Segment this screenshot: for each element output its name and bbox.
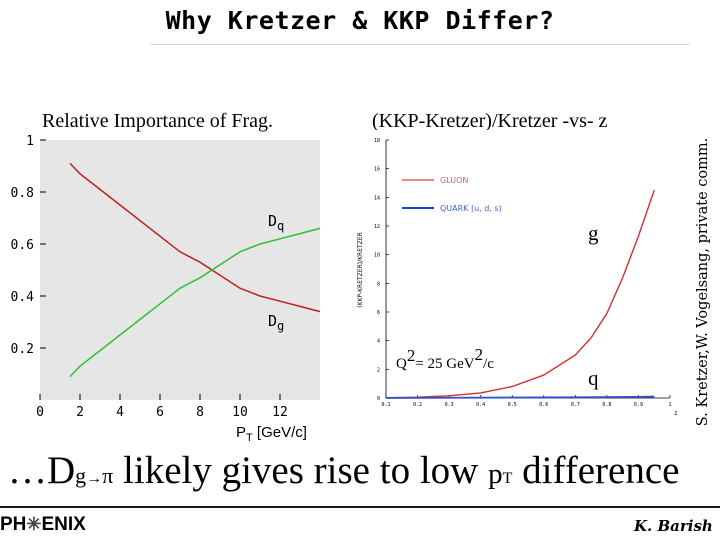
right-x-tick-label: 1 xyxy=(668,402,671,408)
author-name: K. Barish xyxy=(634,517,713,535)
left-chart: 0.2 0.4 0.6 0.8 1 0 2 4 6 8 10 12 Dq Dg PT [GeV/c] xyxy=(11,134,321,442)
right-quark-line xyxy=(385,395,655,399)
right-x-tick-label: 0.3 xyxy=(445,402,454,408)
right-q-curve-label: q xyxy=(588,366,599,390)
right-chart-frame xyxy=(352,130,684,416)
left-series-line-dg xyxy=(69,227,321,378)
footer-rule xyxy=(0,506,720,508)
right-y-tick-label: 12 xyxy=(374,224,380,230)
right-y-tick-label: 14 xyxy=(374,195,380,201)
right-x-tick-label: 0.2 xyxy=(413,402,422,408)
side-attribution-text: S. Kretzer,W. Vogelsang, private comm. xyxy=(695,137,711,427)
right-y-axis-label: (KKP-KRETZER)/KRETZER xyxy=(357,232,364,307)
left-x-tick-label: 4 xyxy=(116,405,124,420)
legend-quark-label: QUARK (u, d, s) xyxy=(440,204,502,213)
right-x-tick-label: 0.7 xyxy=(571,402,580,408)
right-y-tick-label: 4 xyxy=(377,339,380,345)
conclusion-text: …Dg→π likely gives rise to low pT differ… xyxy=(8,449,680,492)
right-y-tick-label: 6 xyxy=(377,310,380,316)
right-x-tick-label: 0.9 xyxy=(634,402,643,408)
right-y-tick-label: 18 xyxy=(374,138,380,144)
right-y-tick-label: 16 xyxy=(374,167,380,173)
left-x-tick-label: 0 xyxy=(36,405,44,420)
left-series-line-dq xyxy=(69,162,321,313)
right-x-tick-label: 0.8 xyxy=(602,402,611,408)
left-x-tick-label: 10 xyxy=(232,405,248,420)
right-x-axis-end-label: z xyxy=(674,410,678,416)
left-dq-label: Dq xyxy=(268,212,284,233)
left-x-tick-label: 12 xyxy=(272,405,288,420)
right-y-tick-label: 2 xyxy=(377,367,380,373)
right-q2-annotation: Q2= 25 GeV2/c xyxy=(396,345,494,372)
right-chart: (KKP-KRETZER)/KRETZER 0 2 4 6 8 10 12 14 16 18 0.… xyxy=(352,130,684,416)
right-x-tick-label: 0.4 xyxy=(476,402,485,408)
left-x-tick-label: 8 xyxy=(196,405,204,420)
right-gluon-line xyxy=(385,189,655,399)
left-y-tick-label: 0.6 xyxy=(11,238,34,253)
left-y-tick-label: 0.2 xyxy=(11,342,34,357)
title-underline xyxy=(150,44,690,45)
right-y-tick-label: 8 xyxy=(377,281,380,287)
right-x-tick-label: 0.1 xyxy=(381,402,390,408)
right-x-tick-label: 0.6 xyxy=(539,402,548,408)
left-x-tick-label: 6 xyxy=(156,405,164,420)
slide-title: Why Kretzer & KKP Differ? xyxy=(165,6,555,35)
left-x-axis-label: PT [GeV/c] xyxy=(236,424,307,442)
legend-gluon-label: GLUON xyxy=(440,176,468,185)
phenix-logo: PH✳ENIX xyxy=(0,514,86,535)
right-y-tick-label: 0 xyxy=(377,396,380,402)
left-chart-title: Relative Importance of Frag. xyxy=(42,110,274,132)
side-attribution: S. Kretzer,W. Vogelsang, private comm. xyxy=(690,88,716,476)
phenix-star-icon: ✳ xyxy=(26,514,42,534)
left-dg-label: Dg xyxy=(268,312,284,333)
left-y-tick-label: 1 xyxy=(26,134,34,149)
right-chart-title: (KKP-Kretzer)/Kretzer -vs- z xyxy=(372,110,608,132)
left-plot-area xyxy=(40,140,320,400)
left-x-tick-label: 2 xyxy=(76,405,84,420)
right-y-tick-label: 10 xyxy=(374,253,380,259)
left-y-tick-label: 0.8 xyxy=(11,186,34,201)
right-x-tick-label: 0.5 xyxy=(508,402,517,408)
left-y-tick-label: 0.4 xyxy=(11,290,35,305)
right-g-curve-label: g xyxy=(588,221,599,245)
